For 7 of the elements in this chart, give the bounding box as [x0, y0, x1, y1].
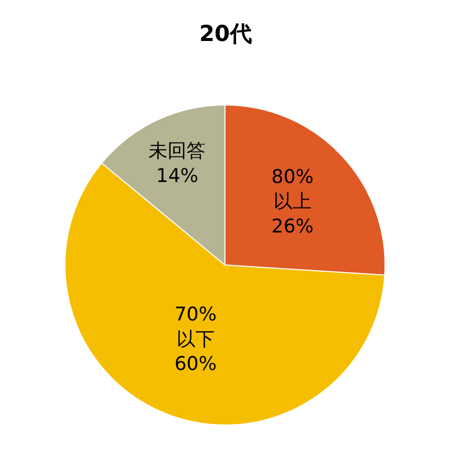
slice-label: 80% 以上	[271, 166, 314, 213]
data-label: 60%	[174, 353, 217, 376]
data-label: 26%	[271, 215, 314, 238]
slice-label: 未回答	[148, 140, 206, 162]
chart-title: 20代	[199, 22, 252, 47]
slice-label: 70% 以下	[174, 304, 217, 350]
data-label: 14%	[156, 164, 198, 187]
